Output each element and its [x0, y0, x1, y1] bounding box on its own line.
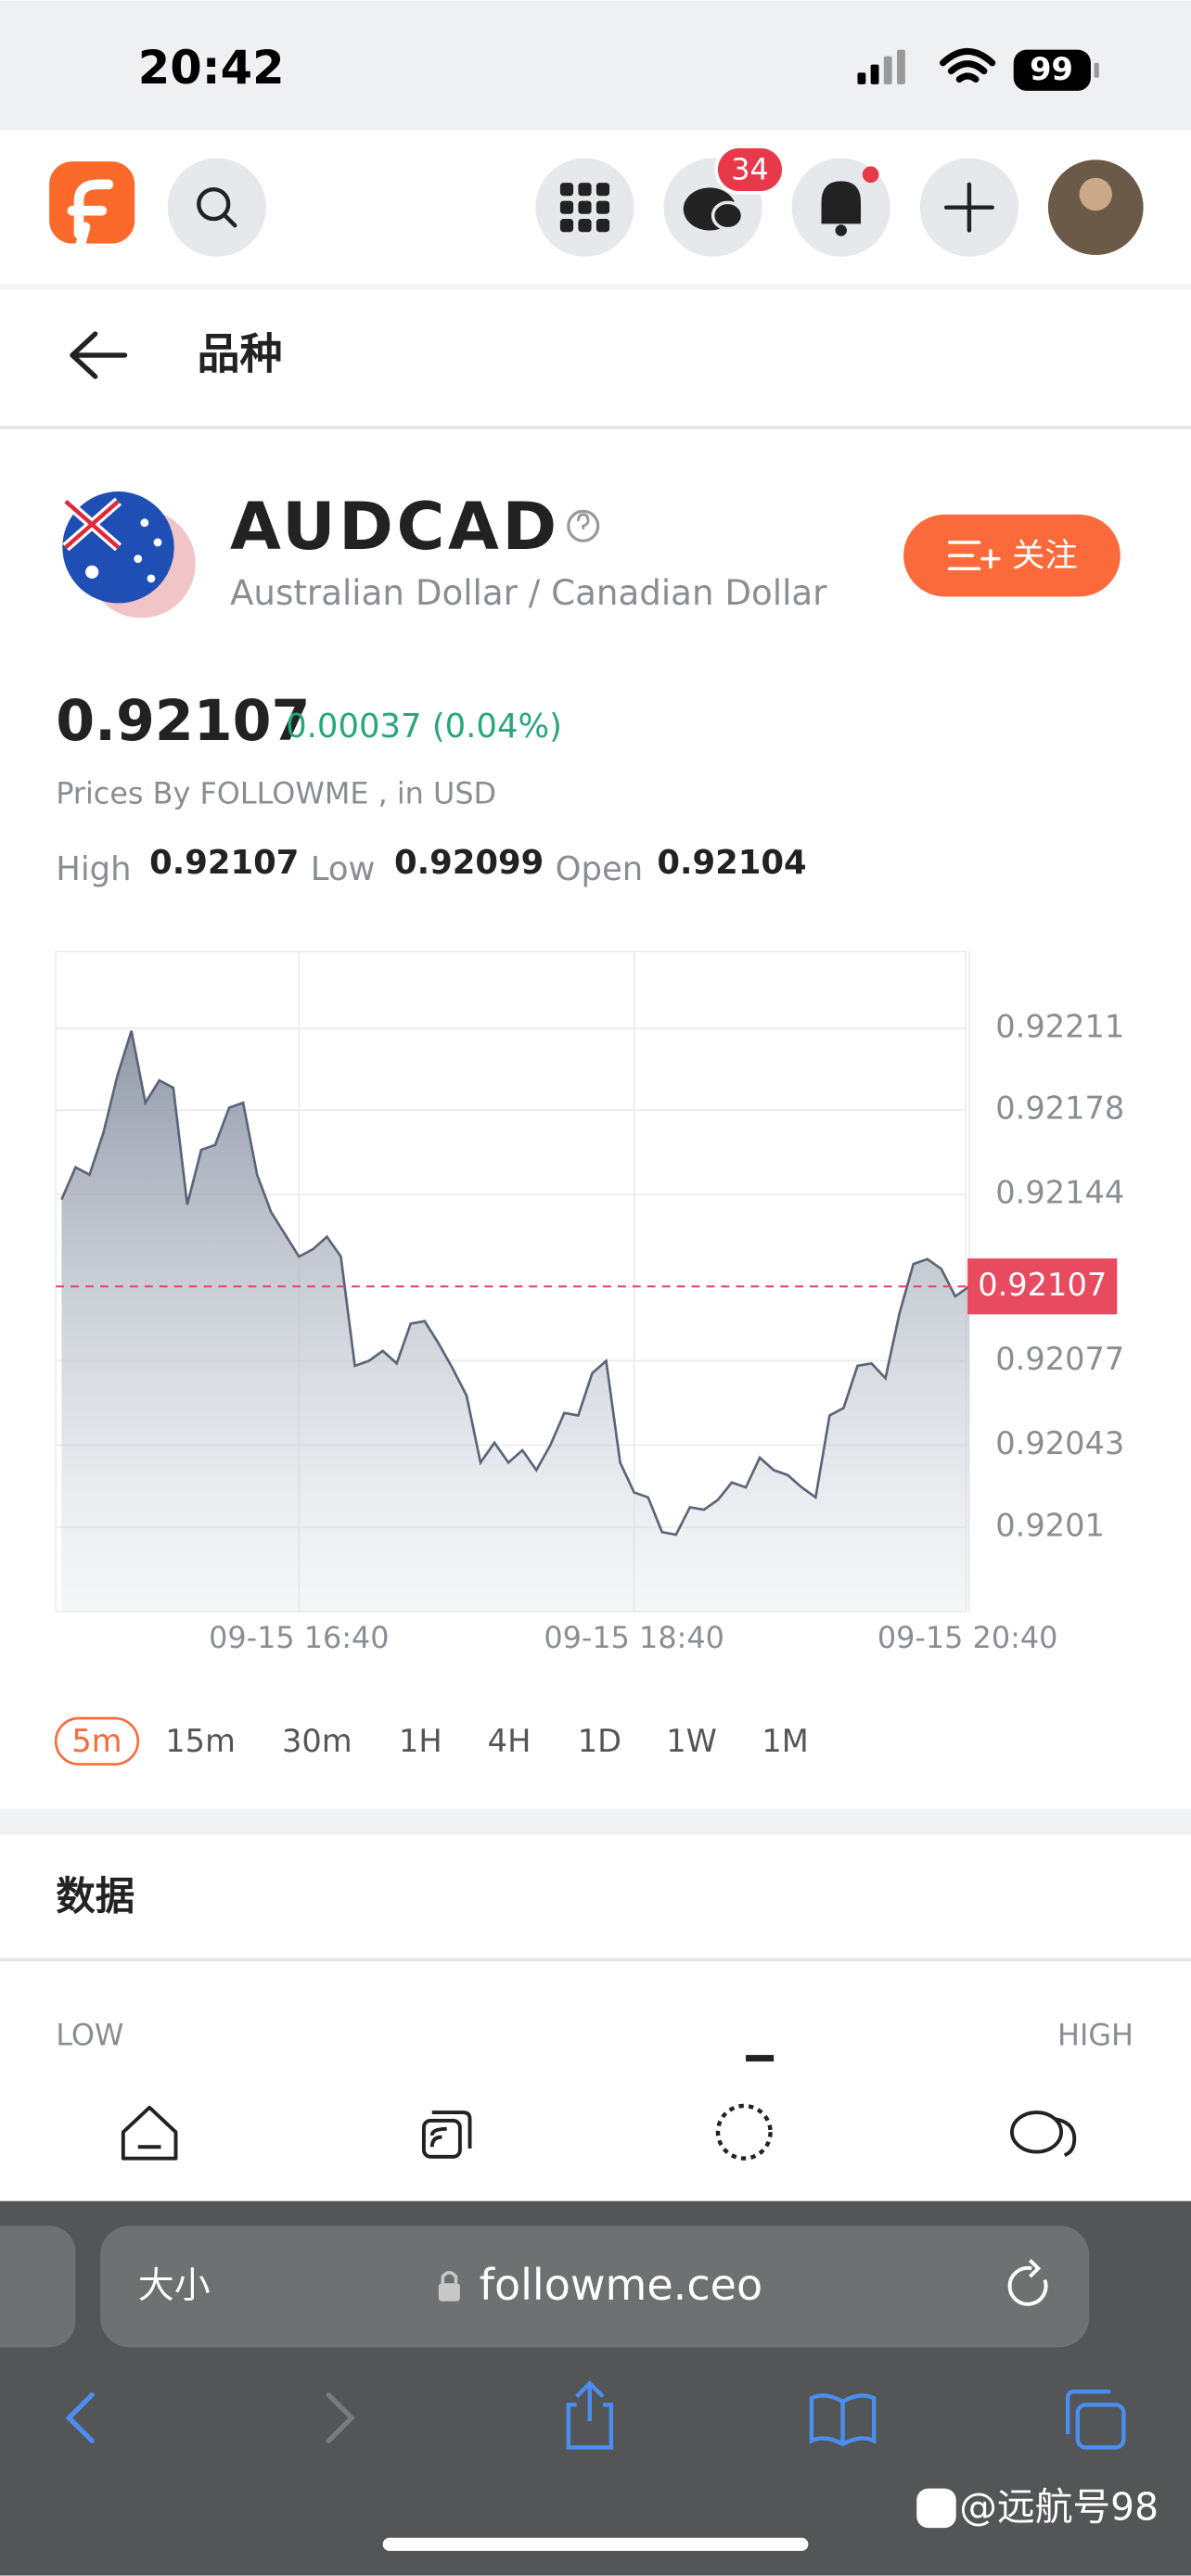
share-button[interactable]: [566, 2380, 614, 2450]
notification-dot: [862, 166, 879, 184]
timeframe-option[interactable]: 1H: [399, 1723, 442, 1759]
text-size-button[interactable]: 大小: [138, 2265, 211, 2307]
y-tick-label: 0.92144: [995, 1175, 1124, 1211]
section-gap: [0, 1808, 1191, 1835]
battery-cap: [1094, 62, 1099, 78]
y-tick-label: 0.9201: [995, 1507, 1105, 1543]
price-change: 0.00037 (0.04%): [286, 708, 562, 746]
bell-icon: [835, 224, 847, 236]
watermark: @远航号98: [959, 2485, 1159, 2530]
url: followme.ceo: [480, 2260, 762, 2310]
message-badge-count: 34: [731, 152, 769, 187]
timeframes: 5m 15m 30m 1H 4H 1D 1W 1M: [54, 1716, 809, 1766]
current-price-label: 0.92107: [978, 1267, 1107, 1303]
timeframe-option[interactable]: 1W: [666, 1723, 717, 1759]
x-tick-label: 09-15 16:40: [209, 1620, 390, 1655]
messages-icon: [711, 200, 745, 231]
avatar-face: [1079, 177, 1112, 211]
x-tick-label: 09-15 18:40: [544, 1620, 724, 1655]
current-price-tag: [967, 1258, 1118, 1315]
home-indicator: [382, 2537, 809, 2551]
y-tick-label: 0.92077: [995, 1341, 1124, 1377]
message-badge: [714, 145, 786, 195]
lock-icon: [441, 2270, 458, 2284]
range-marker: [746, 2055, 775, 2062]
follow-label: 关注: [1012, 537, 1078, 575]
timeframe-option[interactable]: 4H: [488, 1723, 531, 1759]
home-tab[interactable]: [121, 2105, 178, 2161]
follow-button[interactable]: [903, 514, 1121, 597]
y-tick-label: 0.92211: [995, 1008, 1124, 1044]
chat-tab[interactable]: [1010, 2111, 1077, 2157]
help-icon[interactable]: [567, 509, 600, 542]
price-source: Prices By FOLLOWME , in USD: [56, 776, 496, 811]
nav-shadow: [0, 284, 1191, 290]
instrument-name: Australian Dollar / Canadian Dollar: [230, 572, 827, 613]
forward-nav[interactable]: [326, 2392, 355, 2443]
timeframe-active: [54, 1716, 140, 1766]
flag-stars: [85, 518, 162, 583]
tabs-button: [1065, 2389, 1111, 2435]
plus-icon: [943, 182, 994, 233]
clock: 20:42: [138, 41, 285, 95]
bell-icon: [821, 181, 862, 224]
prev-tab-pill[interactable]: [0, 2225, 76, 2348]
low-label: Low: [311, 850, 376, 888]
timeframe-option[interactable]: 15m: [165, 1723, 236, 1759]
feed-tab[interactable]: [421, 2111, 472, 2159]
timeframe-option[interactable]: 5m: [71, 1723, 122, 1759]
last-price: 0.92107: [56, 689, 310, 754]
tabs-button[interactable]: [1075, 2403, 1126, 2450]
battery: [1013, 49, 1091, 91]
lock-icon: [438, 2283, 460, 2302]
high-label: High: [56, 850, 131, 888]
range-low-label: LOW: [56, 2018, 123, 2053]
range-high-label: HIGH: [1057, 2018, 1133, 2053]
back-nav[interactable]: [65, 2392, 95, 2443]
price-line: [60, 1030, 970, 1537]
bookmarks-button[interactable]: [809, 2393, 877, 2447]
flag-union: [64, 500, 120, 549]
timeframe-option[interactable]: 1M: [762, 1723, 808, 1759]
battery-level: 99: [1030, 51, 1073, 87]
wifi-icon: [940, 48, 996, 83]
price-area: [61, 1030, 969, 1612]
tab-bar: [0, 2072, 1191, 2201]
help-icon: [576, 513, 590, 529]
timeframe-option[interactable]: 30m: [282, 1723, 352, 1759]
y-tick-label: 0.92043: [995, 1425, 1124, 1461]
search-button[interactable]: [167, 158, 266, 257]
open-value: 0.92104: [657, 844, 806, 882]
low-value: 0.92099: [394, 844, 544, 882]
signal-icon: [857, 49, 905, 84]
logo-mark: [67, 179, 114, 256]
y-tick-label: 0.92178: [995, 1090, 1124, 1127]
search-icon: [197, 186, 231, 222]
price-chart: 0.92211 0.92178 0.92144 0.92077 0.92043 0.920…: [55, 950, 1124, 1655]
search-icon: [223, 213, 237, 228]
address-bar[interactable]: [100, 2225, 1090, 2348]
back-button[interactable]: [70, 331, 128, 379]
open-label: Open: [556, 850, 644, 888]
symbol: AUDCAD: [230, 488, 560, 565]
x-tick-label: 09-15 20:40: [877, 1620, 1058, 1655]
discover-tab[interactable]: [715, 2103, 773, 2161]
section-title: 数据: [56, 1874, 134, 1919]
follow-icon: [947, 541, 1001, 571]
watermark-logo: [916, 2488, 956, 2529]
app-logo[interactable]: [49, 161, 135, 244]
reload-button[interactable]: [1007, 2259, 1048, 2306]
apps-icon: [559, 183, 610, 233]
high-value: 0.92107: [149, 844, 299, 882]
page-title: 品种: [198, 328, 283, 378]
timeframe-option[interactable]: 1D: [578, 1723, 621, 1759]
